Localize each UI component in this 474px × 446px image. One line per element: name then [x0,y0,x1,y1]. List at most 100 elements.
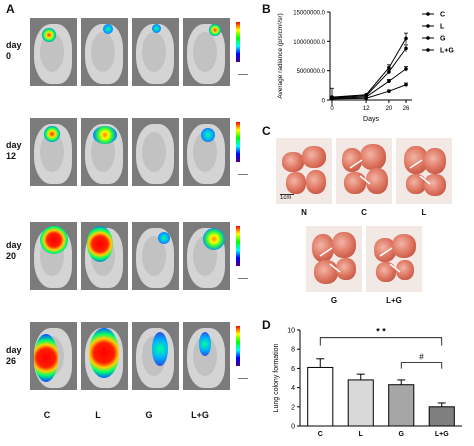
lung-lobe [366,168,388,194]
lung-label: L+G [386,296,402,305]
x-tick-label: L [359,431,364,438]
lung-photo [396,138,452,204]
metastasis-arrows [409,159,431,185]
lung-lobe [376,262,396,282]
legend-marker [426,48,430,52]
lung-lobe [424,174,446,196]
lung-lobe [312,234,334,262]
y-tick-label: 8 [291,347,295,354]
legend-marker [426,24,430,28]
legend-marker [426,36,430,40]
bioluminescence-signal [158,232,170,244]
metastasis-arrow [389,263,401,273]
bioluminescence-signal [103,24,113,34]
data-point [387,65,391,70]
legend-label: C [440,12,445,19]
mouse-image [81,118,128,186]
lung-lobe [314,260,338,284]
mouse-image [183,118,230,186]
color-scale-tick [238,74,248,80]
y-tick-label: 10 [287,328,295,335]
lung-lobe [396,260,414,280]
lung-lobe [306,170,326,194]
x-tick-label: G [399,431,405,438]
metastasis-arrow [419,175,431,185]
metastasis-arrow [319,247,333,257]
mouse-image [30,222,77,290]
day-label-20: day 20 [6,240,22,261]
bioluminescence-signal [199,332,211,356]
metastasis-arrows [379,247,401,273]
mouse-image [183,222,230,290]
bioluminescence-signal [152,24,161,33]
mouse-body-shade [142,32,166,72]
day-label-12: day 12 [6,140,22,161]
lung-label: G [330,296,338,305]
lung-lobe [374,238,396,262]
day-label-0: day 0 [6,40,22,61]
bar-L+G [428,406,455,427]
y-tick-label: 4 [291,385,295,392]
metastasis-arrow [349,159,363,169]
mouse-image [81,322,128,390]
bioluminescence-signal [42,28,56,42]
color-scale-bar [236,22,240,62]
bioluminescence-signal [44,126,60,142]
lung-lobe [406,174,426,194]
y-tick-label: 5000000.0 [297,69,326,75]
panel-d-letter: D [262,318,271,332]
series-line-G [331,68,407,99]
mouse-image [183,18,230,86]
bar-G [388,384,415,427]
data-point [330,97,334,101]
mouse-image [30,322,77,390]
x-tick-label: 0 [330,106,334,112]
group-label-c: C [43,410,51,420]
day-label-26: day 26 [6,345,22,366]
metastasis-arrows [349,159,371,185]
color-scale-bar [236,226,240,266]
bioluminescence-signal [87,226,113,262]
legend-label: G [440,36,446,43]
lung-photo: 1cm [276,138,332,204]
group-label-g: G [145,410,153,420]
bar-L [347,379,374,427]
hash-bracket [400,362,443,369]
data-point [404,46,408,51]
bar-C [307,366,334,427]
significance-hash: # [419,353,424,362]
lung-label: C [361,208,367,217]
bioluminescence-signal [40,226,68,254]
mouse-image [132,18,179,86]
panel-a-letter: A [6,2,15,16]
mouse-image [30,118,77,186]
panel-b-letter: B [262,2,271,16]
bar-chart-colonies: 0 2 4 6 8 10 Lung colony formation C L G L+G * * # [273,327,462,438]
x-tick-label: C [318,431,323,438]
series-line-C [331,38,407,98]
legend-label: L+G [440,48,454,55]
data-point [364,96,368,101]
color-scale-tick [238,378,248,384]
bioluminescence-signal [89,328,119,378]
mouse-body-shade [193,32,217,72]
mouse-image [81,222,128,290]
panel-c-letter: C [262,124,271,138]
metastasis-arrow [329,263,341,273]
legend-label: L [440,24,445,31]
bioluminescence-signal [34,334,58,382]
mouse-image [81,18,128,86]
data-point [404,67,408,71]
y-tick-label: 2 [291,404,295,411]
scale-bar-label: 1cm [280,195,292,201]
mouse-image [132,222,179,290]
mouse-image [132,118,179,186]
y-tick-label: 15000000.0 [293,11,325,17]
lung-lobe [282,152,304,172]
data-point [404,36,408,41]
mouse-image [30,18,77,86]
y-tick-label: 0 [291,424,295,431]
bioluminescence-signal [93,126,117,144]
lung-lobe [336,258,356,280]
mouse-image [183,322,230,390]
